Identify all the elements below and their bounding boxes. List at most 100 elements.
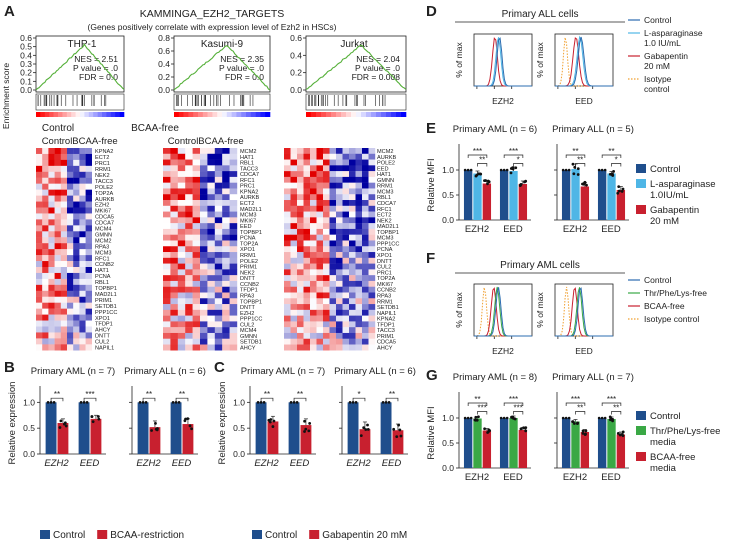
heatmap-cell <box>284 263 291 270</box>
heatmap-cell <box>290 188 298 195</box>
sig-label: *** <box>473 147 482 156</box>
legend-swatch <box>309 530 320 539</box>
heatmap-cell <box>42 225 49 232</box>
sig-bracket <box>50 397 64 402</box>
bar-data-point <box>138 401 142 404</box>
bar <box>499 418 509 468</box>
heatmap-cell <box>200 234 208 241</box>
heatmap-cell <box>192 171 201 178</box>
heatmap-cell <box>36 231 43 238</box>
gsea-enrichment-curve <box>305 44 407 90</box>
heatmap-cell <box>323 153 330 160</box>
heatmap-cell <box>336 176 343 183</box>
heatmap-cell <box>60 290 68 297</box>
heatmap-cell <box>284 309 291 316</box>
heatmap-cell <box>349 205 356 212</box>
heatmap-cell <box>185 309 193 316</box>
heatmap-cell <box>297 327 304 334</box>
heatmap-cell <box>207 165 215 172</box>
heatmap-cell <box>85 249 92 256</box>
bar <box>78 402 90 454</box>
heatmap-cell <box>303 263 311 270</box>
heatmap-cell <box>177 286 186 293</box>
heatmap-cell <box>368 304 376 311</box>
heatmap-cell <box>310 148 317 154</box>
heatmap-cell <box>316 292 324 299</box>
heatmap-cell <box>229 309 238 316</box>
heatmap-cell <box>229 234 238 241</box>
heatmap-cell <box>362 286 369 293</box>
heatmap-cell <box>368 344 376 351</box>
bar <box>182 424 194 454</box>
heatmap-cell <box>336 304 343 311</box>
heatmap-cell <box>222 217 230 224</box>
heatmap-cell <box>79 296 86 303</box>
heatmap-cell <box>316 188 324 195</box>
heatmap-cell <box>67 159 74 167</box>
heatmap-cell <box>368 327 376 334</box>
bar-data-point <box>466 416 470 420</box>
heatmap-cell <box>303 309 311 316</box>
heatmap-cell <box>349 269 356 276</box>
heatmap-cell <box>297 275 304 282</box>
heatmap-cell <box>229 344 238 351</box>
heatmap-cell <box>323 315 330 322</box>
heatmap-cell <box>290 223 298 230</box>
gsea-nes: NES = 2.35 <box>220 54 264 64</box>
heatmap-cell <box>336 211 343 218</box>
heatmap-cell <box>342 292 350 299</box>
heatmap-cell <box>355 298 363 305</box>
bar-data-point <box>307 429 311 433</box>
heatmap-gene-label: DNTT <box>240 276 255 282</box>
heatmap-cell <box>349 263 356 270</box>
heatmap-cell <box>42 237 49 244</box>
heatmap-cell <box>290 176 298 183</box>
heatmap-cell <box>368 148 376 154</box>
bar-chart-title: Primary AML (n = 6) <box>453 124 537 135</box>
heatmap-cell <box>362 344 369 351</box>
gsea-rank-gradient <box>346 112 352 117</box>
heatmap-cell <box>284 338 291 345</box>
heatmap-cell <box>163 153 171 160</box>
heatmap-cell <box>200 211 208 218</box>
bar-data-point <box>256 401 260 404</box>
heatmap-cell <box>329 159 337 166</box>
heatmap-cell <box>192 217 201 224</box>
sig-bracket <box>467 402 488 406</box>
heatmap-cell <box>36 344 43 351</box>
bar-data-point <box>603 416 607 420</box>
heatmap-right-label: BCAA-free <box>198 136 243 147</box>
heatmap-cell <box>54 207 61 214</box>
heatmap-cell <box>170 309 178 316</box>
heatmap-cell <box>368 228 376 235</box>
heatmap-cell <box>79 332 86 339</box>
legend-b-c: Control BCAA-restriction Control Gabapentin… <box>40 530 407 541</box>
heatmap-gene-label: HAT1 <box>95 268 109 274</box>
heatmap-cell <box>349 153 356 160</box>
sig-label: ** <box>572 147 578 156</box>
heatmap-cell <box>185 292 193 299</box>
heatmap-cell <box>362 171 369 178</box>
legend-label: control <box>644 84 670 94</box>
heatmap-cell <box>323 223 330 230</box>
heatmap-cell <box>214 332 223 339</box>
heatmap-cell <box>48 195 55 202</box>
heatmap-cell <box>200 205 208 212</box>
heatmap-cell <box>214 246 223 253</box>
heatmap-cell <box>284 304 291 311</box>
heatmap-cell <box>316 246 324 253</box>
heatmap-gene-label: PPP1CC <box>95 310 117 316</box>
sig-bracket <box>513 411 524 415</box>
heatmap-gene-label: PRIM1 <box>240 265 257 271</box>
heatmap-cell <box>342 211 350 218</box>
heatmap-cell <box>192 153 201 160</box>
heatmap-cell <box>185 280 193 287</box>
heatmap-cell <box>42 302 49 309</box>
heatmap-cell <box>336 171 343 178</box>
heatmap-cell <box>170 298 178 305</box>
legend-e-g: ControlL-asparaginase1.0IU/mLGabapentin2… <box>636 164 720 474</box>
heatmap-cell <box>207 309 215 316</box>
legend-label: Control <box>265 530 297 541</box>
sig-bracket <box>477 163 488 167</box>
